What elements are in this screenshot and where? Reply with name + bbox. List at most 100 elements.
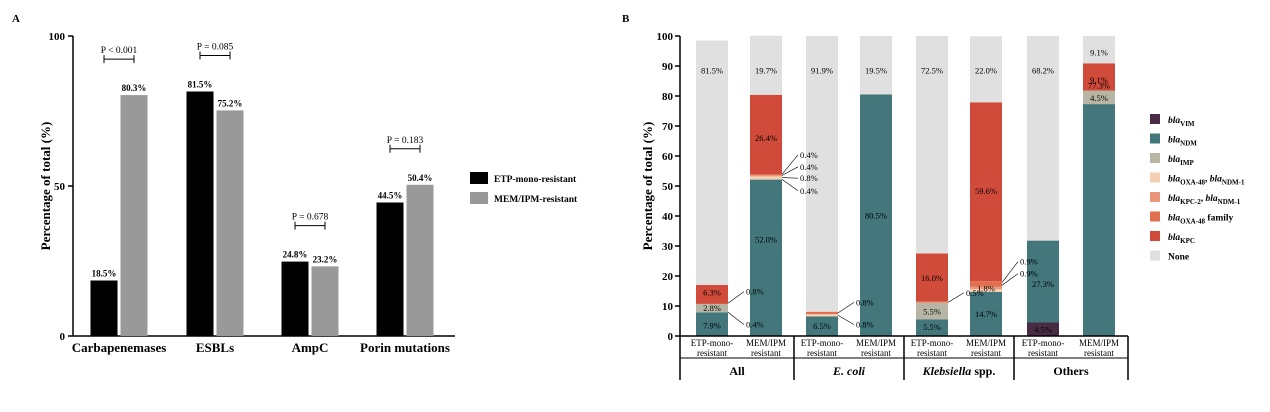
segment-label-outside: 0.8% bbox=[856, 297, 874, 307]
segment-label-outside: 0.9% bbox=[1020, 257, 1038, 267]
x-tick-label: MEM/IPM bbox=[746, 338, 786, 348]
segment-label: 77.3% bbox=[1088, 81, 1110, 91]
legend-swatch bbox=[1150, 153, 1160, 163]
legend-entry: blaKPC-2, blaNDM-1 bbox=[1168, 194, 1241, 206]
label-leader-line bbox=[781, 154, 799, 175]
y-axis-title: Percentage of total (%) bbox=[640, 122, 655, 251]
y-tick-label: 50 bbox=[662, 181, 674, 193]
stack-segment-none bbox=[860, 36, 892, 95]
stack-segment-blakpc bbox=[1083, 63, 1115, 91]
y-axis-title: Percentage of total (%) bbox=[38, 122, 53, 251]
panel-b-chart: 0 10 20 30 40 50 60 70 80 90 100 Percentage of tota… bbox=[640, 31, 1245, 380]
segment-label: 5.5% bbox=[923, 306, 941, 316]
group-label: Klebsiella spp. bbox=[922, 364, 996, 378]
legend-swatch bbox=[470, 172, 488, 184]
legend-entry: ETP-mono-resistant bbox=[494, 175, 577, 185]
stack-segment-blaoxa-48-blandm-1 bbox=[806, 314, 838, 317]
segment-label: 26.4% bbox=[755, 133, 777, 143]
stack-segment-none bbox=[1027, 36, 1059, 241]
y-tick-label: 80 bbox=[662, 91, 674, 103]
legend-entry: blaKPC bbox=[1168, 233, 1195, 245]
label-leader-line bbox=[1001, 273, 1019, 286]
legend-swatch bbox=[1150, 211, 1160, 222]
bar-mem-esbls bbox=[216, 110, 244, 337]
label-leader-line bbox=[781, 166, 799, 176]
segment-label-outside: 0.4% bbox=[800, 150, 818, 160]
stack-segment-blakpc bbox=[970, 102, 1002, 282]
segment-label: 2.8% bbox=[703, 303, 721, 313]
bar-data-label: 18.5% bbox=[92, 269, 117, 279]
segment-label: 9.1% bbox=[1090, 75, 1108, 85]
y-tick-label: 90 bbox=[662, 61, 674, 73]
x-tick-label: resistant bbox=[1084, 348, 1114, 358]
stack-segment-blakpc bbox=[750, 94, 782, 174]
segment-label: 6.3% bbox=[703, 288, 721, 298]
y-tick-label: 100 bbox=[657, 31, 674, 43]
stack-segment-blandm bbox=[1083, 104, 1115, 336]
stack-segment-blaoxa-48-family bbox=[970, 281, 1002, 287]
y-tick-label: 10 bbox=[662, 301, 674, 313]
segment-label: 81.5% bbox=[701, 66, 723, 76]
legend-entry: blaOXA-48, blaNDM-1 bbox=[1168, 175, 1245, 187]
legend-entry: None bbox=[1168, 253, 1189, 263]
y-tick-label: 50 bbox=[54, 181, 66, 193]
bar-data-label: 81.5% bbox=[188, 80, 213, 90]
x-category-label: Carbapenemases bbox=[72, 340, 167, 355]
y-tick-label: 70 bbox=[662, 121, 674, 133]
label-leader-line bbox=[1001, 261, 1019, 283]
legend-swatch bbox=[1150, 250, 1160, 261]
x-tick-label: MEM/IPM bbox=[856, 338, 896, 348]
label-leader-line bbox=[781, 179, 799, 192]
stack-segment-blaimp bbox=[696, 303, 728, 313]
label-leader-line bbox=[781, 177, 799, 179]
segment-label: 6.5% bbox=[813, 321, 831, 331]
stack-segment-blaimp bbox=[916, 303, 948, 320]
x-tick-label: MEM/IPM bbox=[966, 338, 1006, 348]
bar-mem-carbapenemases bbox=[120, 95, 148, 336]
bar-data-label: 23.2% bbox=[313, 254, 338, 264]
segment-label: 19.7% bbox=[755, 66, 777, 76]
stack-segment-blandm bbox=[696, 312, 728, 336]
legend-entry: MEM/IPM-resistant bbox=[494, 195, 578, 205]
segment-label: 80.5% bbox=[865, 210, 887, 220]
y-tick-label: 60 bbox=[662, 151, 674, 163]
panel-a-label: A bbox=[12, 13, 20, 25]
p-value-label: P < 0.001 bbox=[101, 46, 138, 56]
legend-swatch bbox=[1150, 192, 1160, 202]
segment-label: 19.5% bbox=[865, 66, 887, 76]
segment-label-outside: 0.4% bbox=[800, 186, 818, 196]
segment-label: 16.0% bbox=[921, 273, 943, 283]
stack-segment-none bbox=[1083, 36, 1115, 64]
bar-etp-porin-mutations bbox=[376, 202, 404, 336]
segment-label: 7.9% bbox=[703, 321, 721, 331]
stack-segment-none bbox=[970, 36, 1002, 103]
bar-etp-ampc bbox=[281, 261, 309, 336]
y-tick-label: 20 bbox=[662, 271, 674, 283]
stack-segment-blandm bbox=[806, 316, 838, 336]
legend-swatch bbox=[1150, 114, 1160, 124]
segment-label: 91.9% bbox=[811, 66, 833, 76]
segment-label: 14.7% bbox=[975, 309, 997, 319]
legend-swatch bbox=[1150, 133, 1160, 144]
x-tick-label: resistant bbox=[751, 348, 781, 358]
segment-label: 22.0% bbox=[975, 66, 997, 76]
legend-entry: blaOXA-48 family bbox=[1168, 214, 1234, 226]
stack-segment-blandm bbox=[970, 291, 1002, 336]
segment-label: 5.5% bbox=[923, 322, 941, 332]
bar-data-label: 24.8% bbox=[283, 250, 308, 260]
x-tick-label: resistant bbox=[697, 348, 727, 358]
y-tick-label: 0 bbox=[668, 331, 674, 343]
label-leader-line bbox=[727, 312, 745, 325]
segment-label-outside: 0.8% bbox=[800, 173, 818, 183]
stack-segment-blaoxa-48-family bbox=[806, 311, 838, 315]
legend-entry: blaNDM bbox=[1168, 136, 1197, 148]
x-tick-label: MEM/IPM bbox=[1079, 338, 1119, 348]
bar-etp-esbls bbox=[186, 91, 214, 336]
bar-data-label: 44.5% bbox=[378, 191, 403, 201]
x-tick-label: resistant bbox=[861, 348, 891, 358]
p-value-label: P = 0.085 bbox=[197, 43, 234, 53]
segment-label-outside: 0.9% bbox=[1020, 269, 1038, 279]
segment-label: 4.5% bbox=[1034, 324, 1052, 334]
p-value-label: P = 0.678 bbox=[292, 213, 329, 223]
